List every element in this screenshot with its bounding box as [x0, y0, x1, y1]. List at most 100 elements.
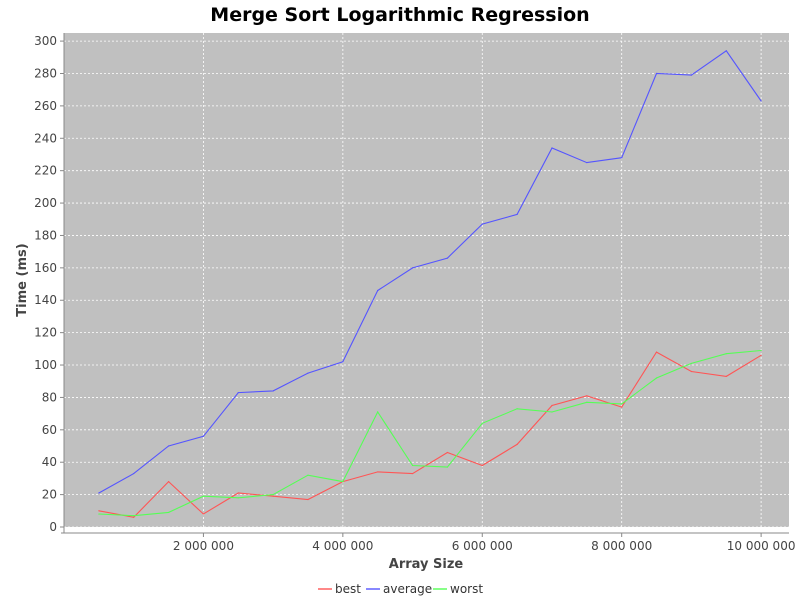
series-line-average — [98, 50, 762, 494]
data-point — [516, 408, 518, 410]
data-point — [98, 510, 100, 512]
data-point — [237, 497, 239, 499]
y-tick-label: 180 — [34, 228, 57, 242]
data-point — [307, 498, 309, 501]
legend-item-average: average — [366, 582, 432, 596]
chart-title: Merge Sort Logarithmic Regression — [210, 4, 589, 26]
data-point — [377, 471, 379, 473]
data-point — [98, 513, 100, 515]
x-axis-label: Array Size — [389, 557, 464, 572]
data-point — [725, 50, 727, 52]
data-point — [516, 443, 518, 445]
series-worst — [98, 349, 762, 517]
data-point — [307, 372, 309, 374]
y-tick-label: 80 — [42, 390, 57, 404]
data-point — [202, 435, 205, 437]
data-point — [760, 100, 762, 102]
plot-area — [64, 33, 789, 527]
data-point — [202, 513, 205, 515]
series-line-best — [98, 351, 762, 518]
x-tick-label: 8 000 000 — [591, 539, 652, 553]
data-point — [655, 351, 658, 353]
data-point — [98, 492, 100, 494]
legend: best average worst — [318, 582, 483, 596]
data-point — [481, 223, 483, 225]
x-tick-label: 2 000 000 — [173, 539, 234, 553]
legend-item-worst: worst — [433, 582, 483, 596]
legend-item-best: best — [318, 582, 361, 596]
data-point — [621, 403, 623, 405]
data-point — [342, 361, 344, 363]
y-tick-label: 200 — [34, 196, 57, 210]
data-point — [551, 411, 553, 413]
data-point — [621, 157, 623, 159]
data-point — [586, 395, 588, 397]
data-point — [551, 404, 553, 407]
data-point — [655, 377, 658, 379]
y-tick-label: 120 — [34, 326, 57, 340]
y-tick-label: 40 — [42, 455, 57, 469]
data-point — [760, 349, 762, 352]
series-average — [98, 50, 762, 494]
y-tick-label: 300 — [34, 34, 57, 48]
data-point — [272, 495, 274, 497]
y-tick-label: 240 — [34, 131, 57, 145]
data-point — [725, 353, 727, 355]
data-point — [307, 474, 309, 476]
legend-label: best — [335, 582, 361, 596]
data-point — [586, 161, 588, 164]
data-point — [655, 72, 658, 75]
y-tick-label: 0 — [49, 520, 57, 534]
data-point — [411, 472, 414, 475]
y-tick-label: 140 — [34, 293, 57, 307]
data-point — [133, 515, 135, 517]
x-tick-label: 6 000 000 — [452, 539, 513, 553]
data-point — [377, 289, 379, 292]
data-point — [377, 411, 379, 413]
data-point — [272, 390, 274, 392]
data-point — [516, 213, 518, 216]
y-tick-label: 280 — [34, 66, 57, 80]
data-point — [551, 147, 553, 149]
data-point — [586, 401, 588, 403]
data-point — [411, 464, 414, 467]
data-point — [133, 472, 135, 475]
data-point — [690, 362, 693, 365]
y-axis-label: Time (ms) — [15, 243, 30, 316]
data-point — [690, 370, 693, 373]
data-point — [481, 422, 483, 424]
data-point — [342, 481, 344, 483]
data-point — [167, 481, 170, 483]
data-point — [411, 267, 414, 269]
x-tick-label: 10 000 000 — [727, 539, 796, 553]
series-line-worst — [98, 349, 762, 517]
y-tick-label: 160 — [34, 261, 57, 275]
y-axis-ticks: 0 20 40 60 80 100 120 140 160 180 200 220 240 260 280 3… — [34, 34, 64, 534]
data-point — [725, 375, 727, 377]
data-point — [446, 466, 449, 468]
data-point — [133, 516, 135, 518]
axes — [61, 33, 789, 534]
data-point — [202, 495, 205, 497]
data-point — [237, 391, 239, 394]
data-point — [690, 74, 693, 76]
legend-label: average — [383, 582, 432, 596]
data-point — [446, 257, 449, 259]
data-point — [481, 464, 483, 467]
y-tick-label: 100 — [34, 358, 57, 372]
data-point — [167, 445, 170, 447]
y-tick-label: 220 — [34, 164, 57, 178]
data-point — [167, 511, 170, 514]
series-layer — [98, 50, 762, 518]
y-tick-label: 260 — [34, 99, 57, 113]
x-tick-label: 4 000 000 — [312, 539, 373, 553]
x-axis-ticks: 2 000 000 4 000 000 6 000 000 8 000 000 10 0… — [173, 533, 796, 553]
data-point — [272, 494, 274, 496]
y-tick-label: 60 — [42, 423, 57, 437]
data-point — [446, 451, 449, 454]
y-tick-label: 20 — [42, 488, 57, 502]
data-point — [621, 406, 623, 408]
data-point — [760, 354, 762, 356]
legend-label: worst — [450, 582, 483, 596]
